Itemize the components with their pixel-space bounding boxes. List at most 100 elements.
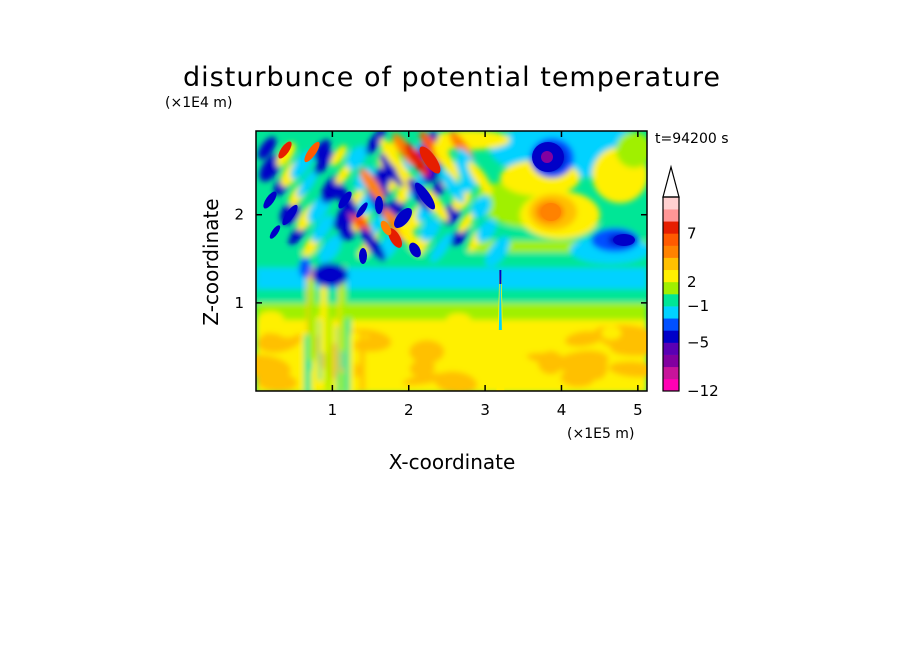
contour-band [256, 287, 647, 303]
spike-plume [496, 270, 505, 391]
contour-region [322, 269, 338, 281]
contour-region [330, 145, 347, 167]
contour-region [409, 242, 421, 258]
contour-region [311, 214, 334, 243]
colorbar-bin [663, 221, 679, 234]
plot-frame [255, 130, 648, 392]
colorbar-tick-label: −1 [687, 297, 709, 315]
contour-region [457, 211, 475, 234]
contour-region [419, 146, 441, 174]
contour-region [420, 218, 441, 242]
contour-region [613, 234, 635, 246]
contour-region [296, 169, 319, 198]
contour-region [299, 258, 311, 278]
contour-region [409, 340, 445, 364]
contour-band [256, 300, 647, 320]
vertical-streak [308, 280, 316, 361]
contour-region [434, 371, 478, 391]
contour-region [409, 359, 435, 377]
contour-band [256, 250, 647, 268]
contour-region [276, 324, 300, 338]
colorbar-bin [663, 342, 679, 355]
contour-region [538, 351, 564, 375]
contour-region [439, 169, 465, 203]
x-tick-label: 4 [557, 401, 567, 419]
contour-region [471, 195, 492, 219]
contour-region [282, 204, 298, 226]
vertical-streak [325, 312, 332, 391]
spike-top [499, 270, 502, 284]
colorbar-bin [663, 378, 679, 392]
colorbar-bin [663, 257, 679, 271]
contour-region [433, 143, 459, 177]
contour-region [541, 203, 561, 221]
contour-region [485, 236, 510, 267]
y-axis-ticks: 12 [234, 206, 647, 312]
contour-region [394, 208, 412, 228]
colorbar-bin [663, 354, 679, 368]
contour-region [318, 234, 342, 264]
chart-title: disturbunce of potential temperature [183, 62, 721, 93]
colorbar-tick-label: 2 [687, 273, 697, 291]
contour-region [520, 324, 539, 332]
colorbar-bin [663, 281, 679, 295]
vertical-streak [304, 334, 311, 391]
contour-region [388, 228, 402, 248]
colorbar-frame [662, 196, 680, 392]
contour-region [375, 196, 383, 214]
colorbar-bin [663, 209, 679, 222]
contour-region [360, 228, 386, 262]
colorbar-tick-label: 7 [687, 224, 697, 242]
x-tick-label: 1 [328, 401, 338, 419]
contour-region [608, 361, 647, 378]
y-axis-unit: (×1E4 m) [165, 95, 232, 111]
y-axis-label: Z-coordinate [199, 198, 223, 325]
y-tick-label: 2 [234, 206, 244, 224]
colorbar-bin [663, 330, 679, 343]
colorbar-bin [663, 318, 679, 331]
contour-region [313, 139, 331, 161]
contour-region [404, 143, 430, 177]
plot-area [256, 131, 647, 391]
contour-region [610, 339, 647, 356]
contour-region [467, 161, 493, 195]
contour-region [560, 369, 595, 387]
x-axis-ticks: 1 2 3 4 5 [328, 131, 643, 419]
colorbar-bin [663, 269, 679, 283]
contour-region [263, 191, 277, 209]
contour-region [359, 248, 367, 264]
contour-region [304, 141, 320, 163]
x-axis-unit: (×1E5 m) [567, 426, 634, 442]
contour-region [616, 132, 647, 168]
contour-region [379, 138, 405, 172]
colorbar-tick-label: −5 [687, 334, 709, 352]
vertical-streak [359, 330, 365, 391]
contour-region [380, 220, 392, 236]
colorbar-bin [663, 233, 679, 246]
y-tick-label: 1 [234, 294, 244, 312]
contour-region [359, 168, 385, 202]
colorbar-tick-label: −12 [687, 382, 719, 400]
colorbar-bin [663, 294, 679, 307]
spike-core [498, 275, 502, 330]
contour-region [258, 136, 277, 160]
contour-region [314, 149, 334, 175]
contour-region [430, 232, 453, 263]
contour-region [365, 131, 386, 155]
contour-region [564, 331, 603, 347]
colorbar-extend-arrow [662, 164, 680, 198]
colorbar-bin [663, 245, 679, 258]
contour-region [476, 218, 497, 243]
x-tick-label: 2 [404, 401, 414, 419]
colorbar-bin [663, 197, 679, 210]
contour-region [541, 151, 553, 163]
contour-region [601, 326, 622, 340]
time-label: t=94200 s [655, 131, 729, 147]
contour-region [346, 145, 368, 171]
x-tick-label: 5 [633, 401, 643, 419]
x-axis-label: X-coordinate [389, 450, 516, 474]
contour-region [403, 372, 448, 386]
contour-region [458, 330, 480, 340]
contour-region [278, 141, 292, 159]
